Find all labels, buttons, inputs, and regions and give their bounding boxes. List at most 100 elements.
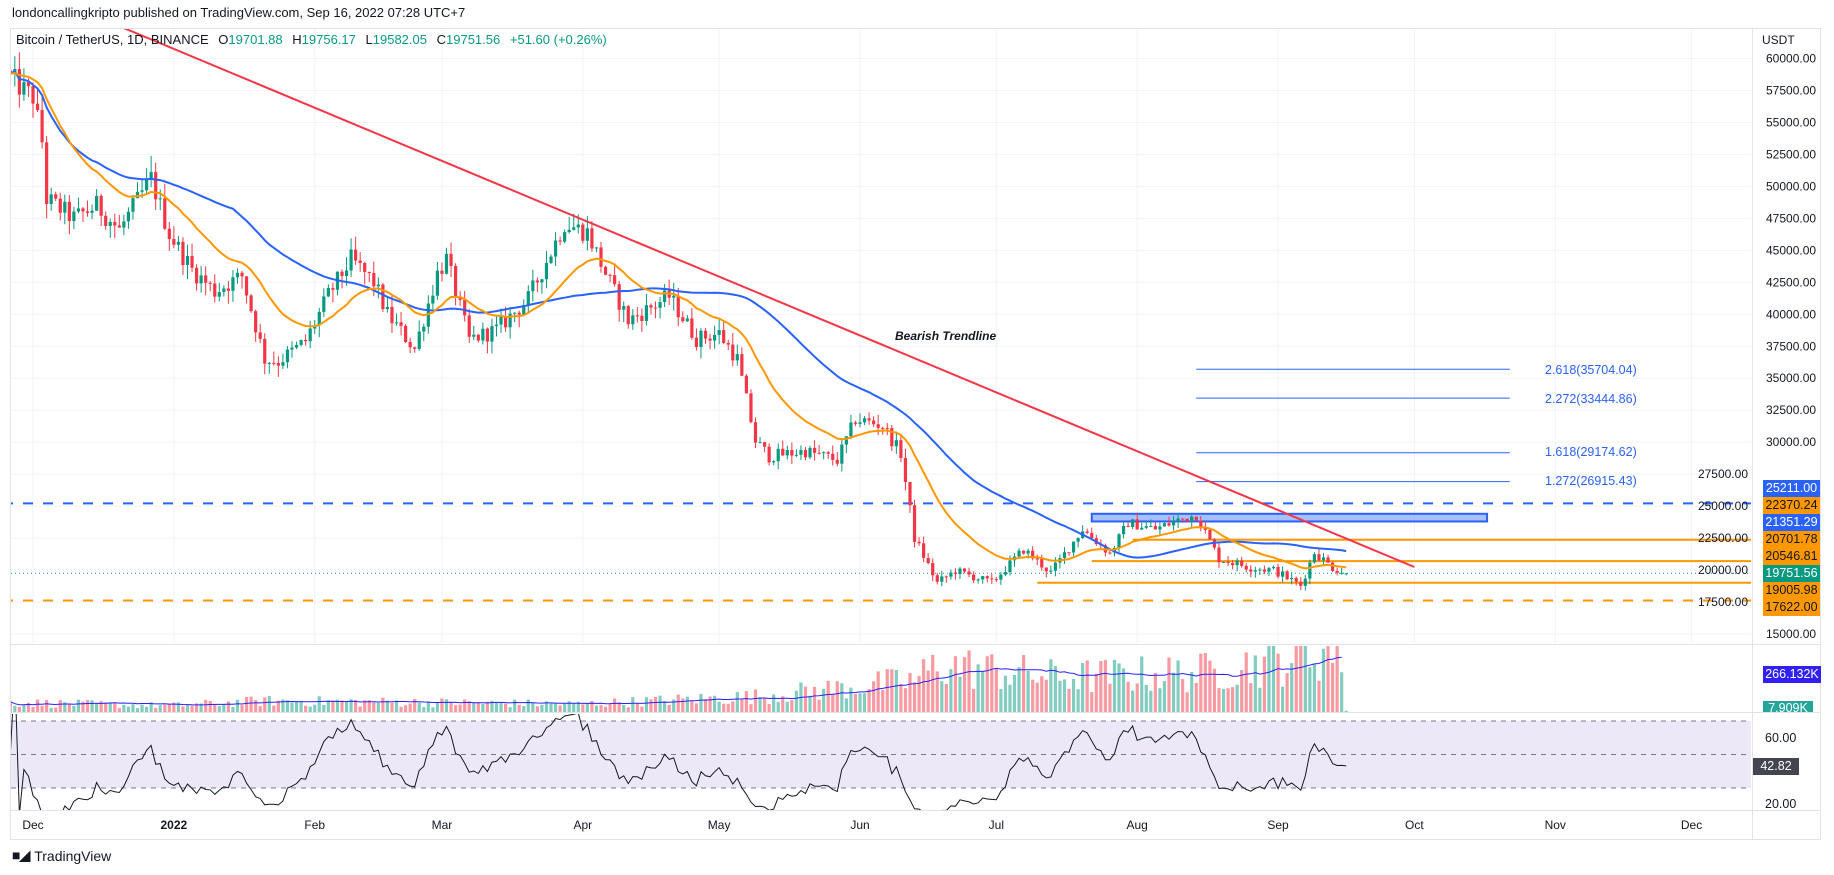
volume-bar bbox=[290, 702, 294, 712]
volume-bar bbox=[558, 705, 562, 712]
candle-body bbox=[858, 422, 862, 424]
candle bbox=[635, 307, 639, 323]
candle bbox=[603, 265, 608, 276]
candle bbox=[1135, 512, 1139, 530]
candle bbox=[1262, 565, 1267, 575]
volume-bar bbox=[1067, 688, 1071, 712]
volume-bar bbox=[535, 706, 539, 712]
price-axis-label: 52500.00 bbox=[1766, 147, 1816, 161]
footer-brand[interactable]: ■◢ TradingView bbox=[12, 847, 111, 864]
trendline-label[interactable]: Bearish Trendline bbox=[895, 329, 997, 343]
volume-bar bbox=[831, 694, 835, 712]
candle bbox=[308, 320, 312, 349]
candle-body bbox=[1258, 569, 1262, 571]
candle-body bbox=[585, 228, 589, 241]
volume-bar bbox=[104, 702, 108, 712]
volume-bar bbox=[1162, 681, 1167, 712]
candle bbox=[108, 218, 112, 238]
candle bbox=[235, 268, 240, 284]
price-axis[interactable]: 15000.00 17500.00 20000.00 22500.00 25000.00… bbox=[1698, 52, 1816, 642]
candle-body bbox=[1240, 560, 1244, 566]
candle bbox=[962, 568, 967, 574]
volume-bar bbox=[1194, 682, 1198, 712]
fib-label[interactable]: 1.272(26915.43) bbox=[1545, 474, 1637, 488]
candle bbox=[903, 448, 908, 491]
candle-body bbox=[1035, 558, 1039, 560]
volume-bar bbox=[363, 700, 367, 712]
candle-body bbox=[26, 82, 31, 87]
candle-body bbox=[753, 422, 758, 443]
price-axis-label: 60000.00 bbox=[1766, 52, 1816, 66]
candle-body bbox=[494, 324, 499, 327]
volume-bar bbox=[1112, 659, 1117, 712]
volume-bar bbox=[1094, 673, 1098, 712]
volume-bar bbox=[713, 695, 717, 712]
candle-body bbox=[117, 225, 121, 228]
candle-body bbox=[176, 241, 181, 245]
candle bbox=[544, 250, 549, 289]
candle-body bbox=[794, 454, 798, 456]
open-label: O bbox=[218, 32, 229, 47]
candle bbox=[1208, 528, 1212, 540]
candle bbox=[413, 346, 417, 353]
symbol-title[interactable]: Bitcoin / TetherUS, 1D, BINANCE bbox=[16, 32, 209, 47]
candle-body bbox=[762, 442, 767, 447]
candle-body bbox=[31, 86, 35, 104]
candle bbox=[331, 282, 335, 303]
volume-bar bbox=[1344, 710, 1348, 712]
candle-body bbox=[408, 341, 412, 348]
price-axis-label: 25000.00 bbox=[1698, 499, 1748, 513]
fib-label[interactable]: 2.618(35704.04) bbox=[1545, 363, 1637, 377]
volume-bar bbox=[772, 694, 776, 712]
volume-bar bbox=[522, 706, 526, 712]
fib-label[interactable]: 2.272(33444.86) bbox=[1545, 392, 1637, 406]
candle-body bbox=[908, 482, 912, 506]
time-axis[interactable]: Dec 2022 Feb Mar Apr May Jun Jul Aug Sep Oct Nov Dec bbox=[22, 818, 1702, 832]
volume-bar bbox=[1021, 655, 1026, 712]
candle-body bbox=[304, 340, 308, 342]
volume-bar bbox=[204, 699, 208, 712]
volume-bar bbox=[1330, 662, 1335, 712]
candle-body bbox=[531, 280, 535, 292]
volume-bar bbox=[617, 702, 621, 712]
fib-label[interactable]: 1.618(29174.62) bbox=[1545, 445, 1637, 459]
volume-bar bbox=[135, 708, 140, 712]
volume-bar bbox=[1003, 675, 1008, 712]
time-axis-label: Dec bbox=[22, 818, 43, 832]
candle bbox=[1221, 561, 1226, 563]
price-tag-ema-fast: 20546.81 bbox=[1763, 548, 1820, 565]
ema-fast-line bbox=[11, 72, 1347, 570]
candle bbox=[63, 194, 67, 225]
candle-body bbox=[649, 305, 653, 308]
price-pane[interactable] bbox=[0, 0, 1752, 643]
candle bbox=[467, 308, 471, 343]
volume-bar bbox=[1131, 690, 1135, 712]
volume-bar bbox=[181, 706, 185, 712]
currency-label: USDT bbox=[1762, 33, 1795, 47]
candle-body bbox=[1308, 562, 1312, 579]
candle bbox=[381, 282, 385, 312]
volume-bar bbox=[467, 701, 471, 712]
candle-body bbox=[81, 208, 85, 212]
candle bbox=[1249, 565, 1253, 578]
bearish-trendline bbox=[123, 29, 1415, 568]
candle bbox=[81, 206, 85, 222]
candle-body bbox=[1317, 554, 1321, 561]
volume-bar bbox=[749, 704, 753, 712]
volume-bar bbox=[1267, 646, 1271, 712]
candle-body bbox=[1208, 530, 1212, 540]
volume-bar bbox=[967, 650, 971, 712]
volume-bar bbox=[990, 654, 994, 712]
volume-bar bbox=[999, 689, 1003, 712]
volume-bar bbox=[35, 699, 40, 712]
candle-body bbox=[694, 337, 699, 347]
volume-bar bbox=[163, 704, 167, 712]
candle-body bbox=[308, 328, 312, 342]
candle-body bbox=[599, 247, 603, 267]
candle bbox=[567, 217, 571, 234]
volume-bar bbox=[549, 703, 553, 712]
rsi-axis-label: 20.00 bbox=[1765, 797, 1797, 811]
volume-bar bbox=[958, 676, 962, 712]
candle-body bbox=[63, 201, 67, 213]
